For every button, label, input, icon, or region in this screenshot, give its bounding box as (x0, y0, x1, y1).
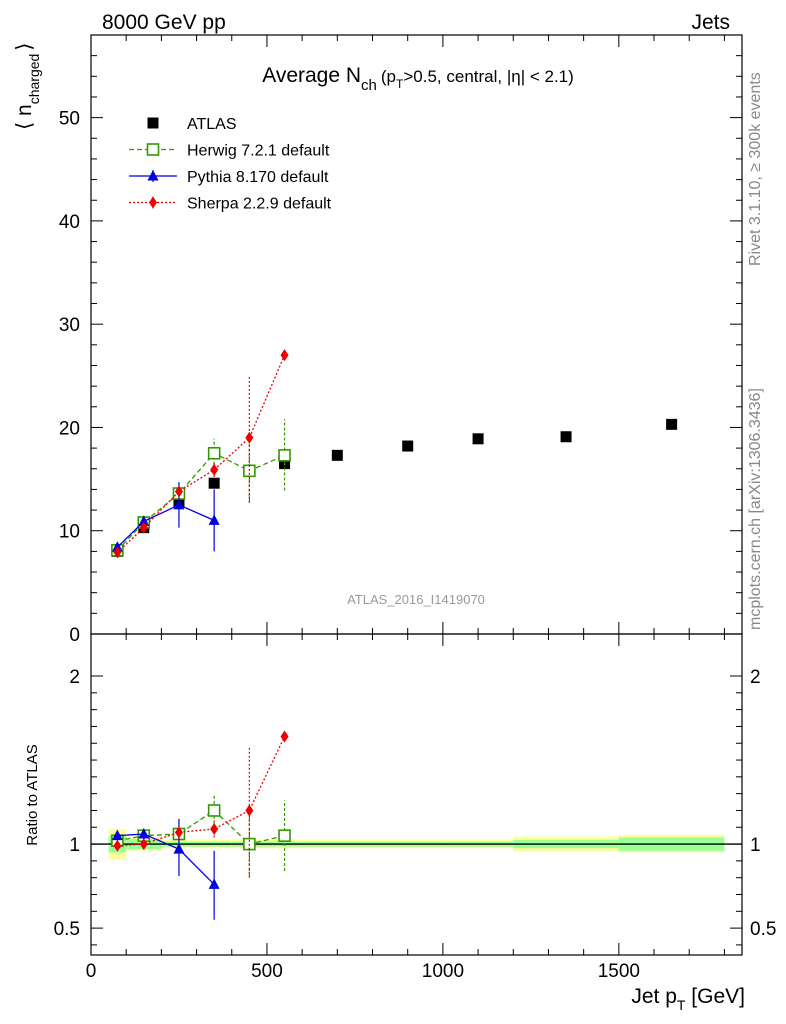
ratio-plot-frame (90, 633, 743, 956)
legend-label: Sherpa 2.2.9 default (187, 196, 332, 213)
xlabel-sub: T (677, 997, 686, 1013)
y-tick-label: 30 (59, 315, 80, 336)
ratio-series-line (117, 736, 286, 847)
ratio-series-line (117, 833, 215, 885)
ratio-data-point (173, 843, 185, 854)
main-data-point (173, 498, 185, 510)
main-data-point (207, 446, 221, 460)
legend-label: ATLAS (187, 116, 237, 133)
main-data-point (138, 515, 150, 526)
main-data-point (402, 440, 414, 452)
main-data-point (208, 477, 220, 489)
ratio-data-point (208, 878, 220, 889)
y-tick-label: 20 (59, 418, 80, 439)
main-data-point (472, 433, 484, 445)
y-tick-label: 0 (69, 625, 80, 646)
legend-marker (146, 143, 160, 156)
xlabel-main: Jet p (631, 985, 677, 1008)
ratio-data-point (245, 804, 254, 817)
ylabel-close: ⟩ (13, 42, 36, 50)
ylabel-main: ⟨ n (13, 104, 36, 130)
ratio-data-point (278, 829, 291, 842)
ratio-series-line (117, 809, 285, 845)
legend: ATLAS Herwig 7.2.1 default Pythia 8.170 de… (129, 116, 332, 213)
main-data-point (113, 546, 122, 559)
legend-label: Pythia 8.170 default (187, 169, 329, 186)
main-data-point (560, 431, 572, 443)
main-data-point (280, 349, 289, 362)
main-series-line (116, 452, 285, 551)
ratio-data-point (139, 838, 148, 851)
main-plot-series (111, 349, 678, 559)
y-tick-label: 10 (59, 522, 80, 543)
legend-entry: Sherpa 2.2.9 default (129, 196, 332, 213)
ratio-data-point (111, 829, 123, 841)
main-data-point (208, 514, 220, 525)
ratio-y-tick-label-right: 1 (750, 835, 761, 856)
header-left: 8000 GeV pp (102, 11, 226, 34)
main-series-line (116, 504, 215, 548)
ratio-data-point (113, 839, 122, 852)
title-cut-sub: T (396, 77, 404, 91)
main-plot-title: Average Nch (pT>0.5, central, |η| < 2.1) (262, 64, 574, 94)
legend-entry: ATLAS (147, 116, 237, 133)
main-data-point (331, 449, 343, 461)
legend-marker (149, 196, 157, 209)
ratio-sherpa-series (113, 730, 289, 878)
main-data-point (210, 463, 219, 476)
main-sherpa-series (113, 349, 289, 559)
ratio-y-tick-label: 1 (69, 835, 80, 856)
ratio-y-tick-label-right: 2 (750, 667, 761, 688)
ratio-data-point (280, 730, 289, 743)
rivet-label: Rivet 3.1.10, ≥ 300k events (747, 72, 764, 266)
plot-axes: 0 500 1000 1500 0 10 20 30 40 50 0.5 0.5 1 1 2 2 (54, 34, 776, 982)
xlabel-unit: [GeV] (685, 985, 745, 1008)
ratio-pythia-series (111, 818, 220, 920)
main-atlas-series (111, 418, 678, 557)
title-sub: ch (361, 77, 377, 94)
legend-label: Herwig 7.2.1 default (187, 143, 330, 160)
mcplots-label: mcplots.cern.ch [arXiv:1306.3436] (747, 388, 764, 630)
ratio-data-point (207, 804, 221, 817)
y-tick-label: 50 (59, 109, 80, 130)
legend-entry: Herwig 7.2.1 default (129, 143, 330, 160)
header-right: Jets (691, 11, 730, 34)
x-tick-label: 0 (86, 961, 97, 982)
analysis-watermark: ATLAS_2016_I1419070 (347, 592, 485, 607)
legend-marker (147, 117, 159, 129)
ratio-data-point (138, 827, 150, 839)
main-data-point (278, 449, 291, 462)
x-axis-label: Jet pT [GeV] (631, 985, 745, 1013)
title-prefix: Average N (262, 64, 361, 87)
main-data-point (245, 431, 254, 444)
ratio-plot-series (111, 730, 291, 920)
legend-marker (147, 170, 159, 181)
x-tick-label: 1000 (422, 961, 464, 982)
x-tick-label: 500 (251, 961, 283, 982)
ylabel-sub: charged (26, 54, 42, 105)
ratio-data-point (210, 822, 219, 835)
y-tick-label: 40 (59, 212, 80, 233)
x-tick-label: 1500 (598, 961, 640, 982)
ratio-y-tick-label: 0.5 (54, 919, 80, 940)
ratio-y-tick-label: 2 (69, 667, 80, 688)
ratio-y-axis-label: Ratio to ATLAS (24, 744, 41, 845)
main-data-point (174, 485, 183, 498)
main-herwig-series (111, 419, 291, 557)
legend-entry: Pythia 8.170 default (129, 169, 329, 186)
main-y-axis-label: ⟨ ncharged ⟩ (13, 42, 42, 130)
title-cut-rest: >0.5, central, |η| < 2.1) (403, 67, 573, 86)
ratio-data-point (174, 826, 183, 839)
main-pythia-series (111, 482, 220, 552)
title-cut-open: (p (381, 67, 396, 86)
main-data-point (139, 521, 148, 534)
ratio-y-tick-label-right: 0.5 (750, 919, 776, 940)
main-data-point (666, 418, 678, 430)
